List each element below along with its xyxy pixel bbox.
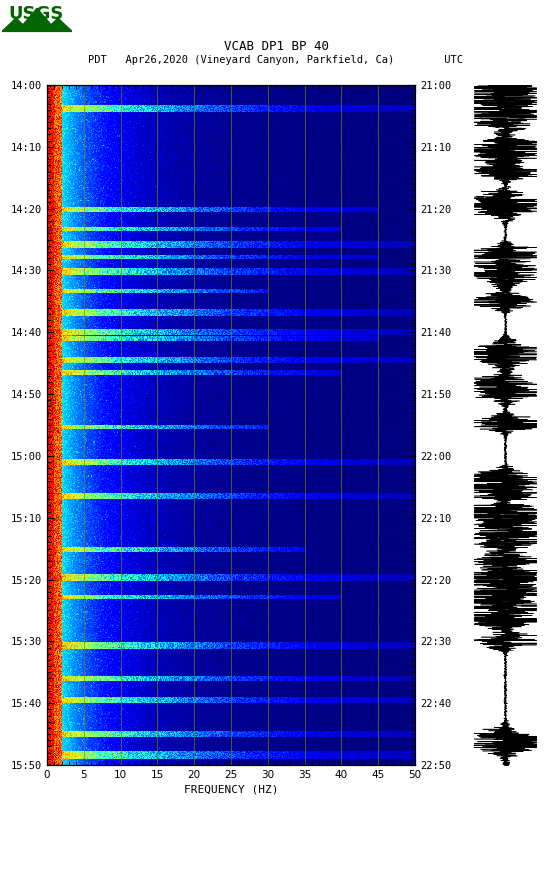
Polygon shape [2,8,72,31]
X-axis label: FREQUENCY (HZ): FREQUENCY (HZ) [184,784,278,794]
Text: VCAB DP1 BP 40: VCAB DP1 BP 40 [224,40,328,53]
Text: USGS: USGS [8,5,63,23]
Text: PDT   Apr26,2020 (Vineyard Canyon, Parkfield, Ca)        UTC: PDT Apr26,2020 (Vineyard Canyon, Parkfie… [88,55,464,65]
